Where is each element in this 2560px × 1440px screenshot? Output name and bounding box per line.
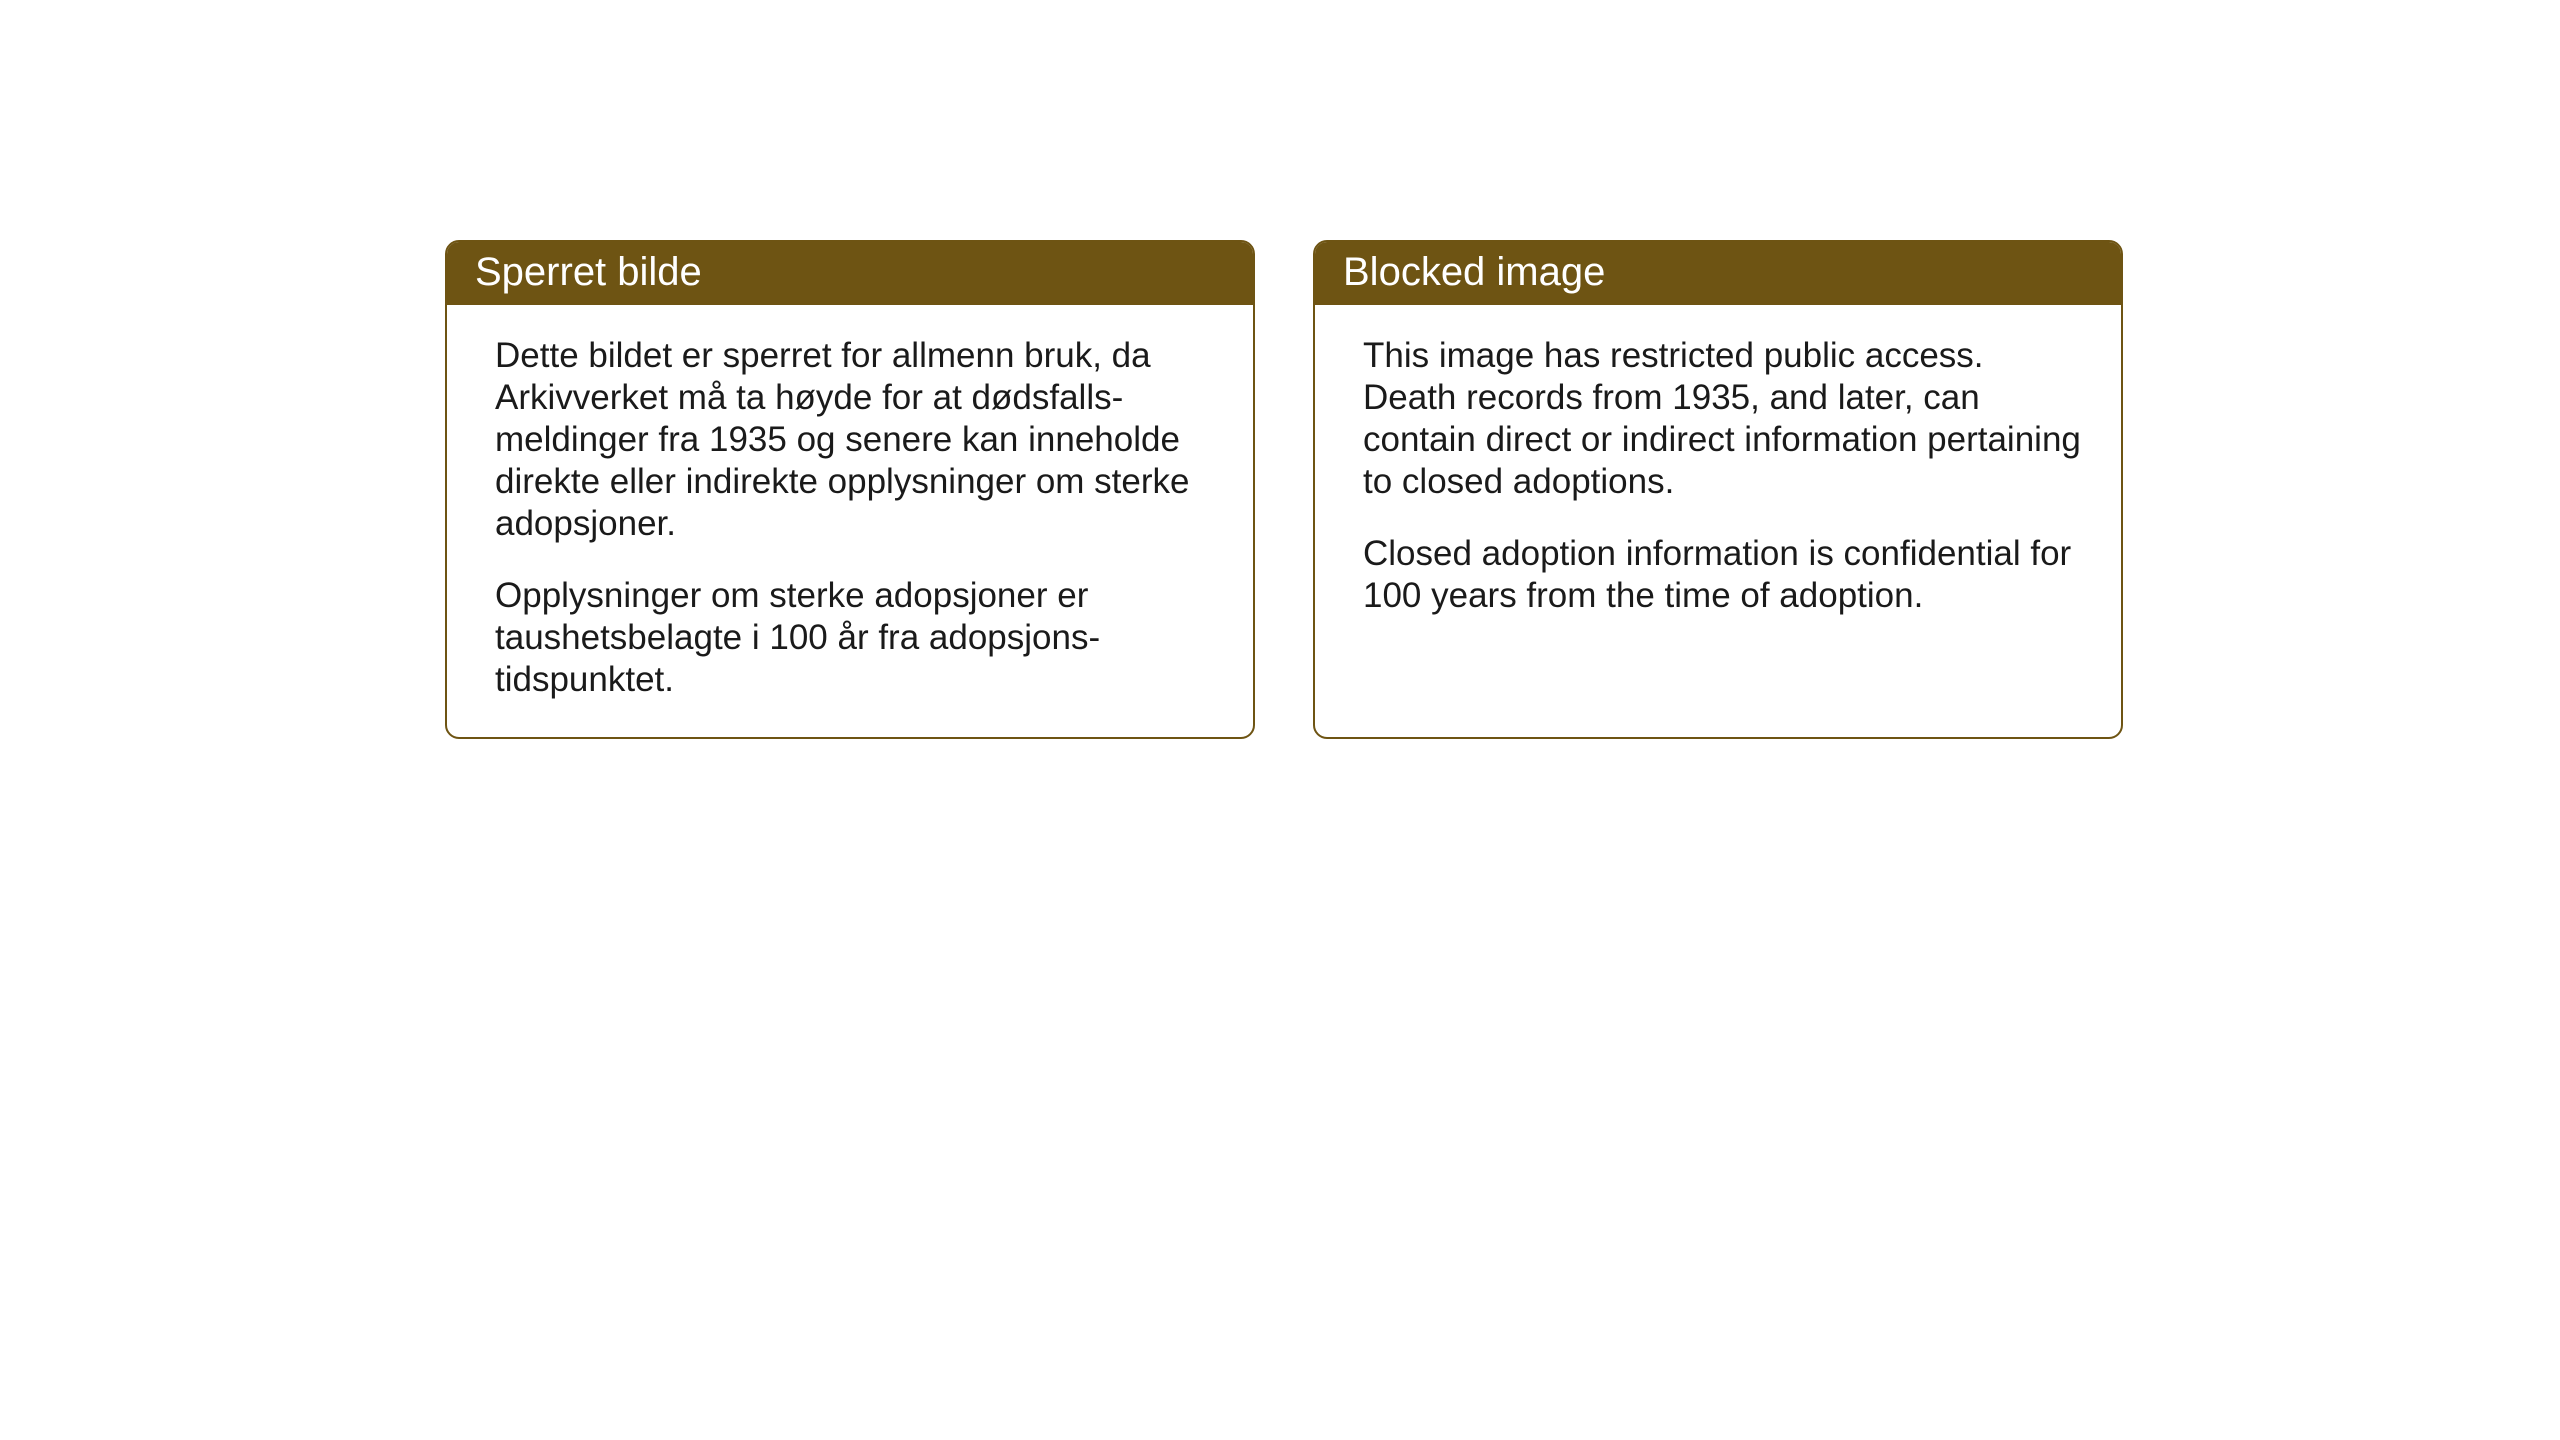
notice-paragraph: This image has restricted public access.… — [1363, 335, 2081, 503]
notice-box-norwegian: Sperret bilde Dette bildet er sperret fo… — [445, 240, 1255, 739]
notice-body-english: This image has restricted public access.… — [1315, 305, 2121, 653]
notice-paragraph: Dette bildet er sperret for allmenn bruk… — [495, 335, 1213, 545]
notice-header-norwegian: Sperret bilde — [447, 242, 1253, 305]
notice-header-english: Blocked image — [1315, 242, 2121, 305]
notice-paragraph: Opplysninger om sterke adopsjoner er tau… — [495, 575, 1213, 701]
notice-box-english: Blocked image This image has restricted … — [1313, 240, 2123, 739]
notice-body-norwegian: Dette bildet er sperret for allmenn bruk… — [447, 305, 1253, 737]
notice-container: Sperret bilde Dette bildet er sperret fo… — [445, 240, 2123, 739]
notice-paragraph: Closed adoption information is confident… — [1363, 533, 2081, 617]
